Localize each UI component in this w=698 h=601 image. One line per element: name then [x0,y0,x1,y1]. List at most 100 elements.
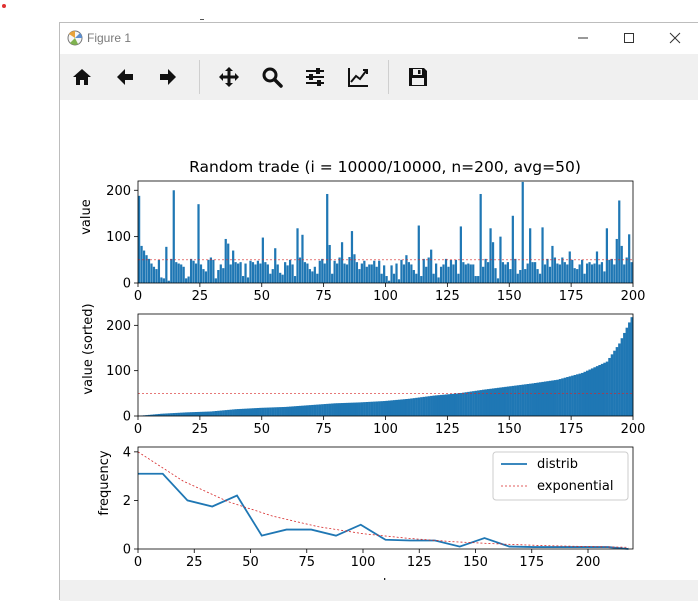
sorted-bar [188,412,191,416]
matplotlib-app-icon [66,29,84,47]
value-bar [301,235,303,283]
value-bar [366,267,368,283]
value-bar [437,277,439,283]
value-bar [262,238,264,283]
sorted-bar [504,387,507,416]
sorted-bar [376,401,379,416]
value-bar [519,270,521,283]
sorted-bar [180,413,183,416]
value-bar [244,264,246,283]
forward-button[interactable] [152,61,184,93]
sorted-bar [173,413,176,416]
value-bar [524,269,526,283]
sorted-bar [361,402,364,416]
y-axis-label-value: value [79,199,94,235]
sorted-bar [237,409,240,416]
value-bar [150,264,152,283]
sorted-bar [588,370,591,416]
value-bar [235,262,237,283]
sorted-bar [338,403,341,416]
sorted-bar [405,399,408,416]
sorted-bar [197,412,200,416]
figure-canvas[interactable]: Random trade (i = 10000/10000, n=200, av… [60,100,698,582]
sorted-bar [331,403,334,416]
home-button[interactable] [66,61,98,93]
edit-axes-button[interactable] [342,61,374,93]
status-bar [60,580,698,601]
sorted-bar [267,408,270,416]
sorted-bar [437,395,440,416]
value-bar [178,264,180,283]
sorted-bar [262,408,265,416]
sorted-bar [455,394,458,416]
value-bar [452,264,454,283]
value-bar [455,260,457,283]
value-bar [202,269,204,283]
sorted-bar [210,411,213,416]
sorted-bar [386,401,389,416]
value-bar [173,190,175,283]
save-button[interactable] [402,61,434,93]
value-bar [368,264,370,283]
y-tick-label: 0 [123,277,131,292]
value-bar [188,277,190,283]
sorted-bar [477,390,480,416]
toolbar-separator [388,60,389,94]
sorted-bar [225,410,228,416]
value-bar [210,258,212,284]
value-bar [586,264,588,283]
value-bar [304,262,306,283]
value-bar [390,265,392,283]
sorted-bar [616,347,619,416]
sorted-bar [306,405,309,416]
sorted-bar [440,395,443,416]
sorted-bar [564,378,567,416]
save-icon [407,66,429,88]
value-bar [470,264,472,283]
sorted-bar [450,394,453,416]
x-tick-label: 50 [253,289,270,304]
value-bar [601,262,603,283]
sorted-bar [326,404,329,416]
value-bar [529,228,531,283]
sorted-bar [413,398,416,416]
value-bar [249,261,251,283]
sorted-bar [593,367,596,416]
value-bar [222,268,224,283]
sorted-bar [183,413,186,416]
zoom-button[interactable] [256,61,288,93]
value-bar [160,277,162,283]
value-bar [430,250,432,283]
value-bar [626,258,628,284]
sorted-bar [277,407,280,416]
sorted-bar [363,402,366,416]
back-button[interactable] [109,61,141,93]
value-bar [556,264,558,283]
value-bar [180,264,182,283]
edit-axes-icon [347,66,369,88]
minimize-button[interactable] [560,23,606,53]
value-bar [433,274,435,283]
sorted-bar [467,392,470,416]
sorted-bar [311,405,314,416]
subplots-config-button[interactable] [299,61,331,93]
sorted-bar [410,398,413,416]
sorted-bar [499,387,502,416]
value-bar [544,264,546,283]
sorted-bar [502,387,505,416]
sorted-bar [507,387,510,416]
x-tick-label: 175 [559,289,584,304]
x-tick-label: 0 [134,555,142,570]
value-bar [428,258,430,284]
navigation-toolbar [60,54,698,100]
maximize-button[interactable] [606,23,652,53]
x-tick-label: 175 [559,422,584,437]
pan-button[interactable] [213,61,245,93]
sorted-bar [395,400,398,416]
value-bar [170,259,172,283]
sorted-bar [272,407,275,416]
close-button[interactable] [652,23,698,53]
value-bar [257,261,259,283]
